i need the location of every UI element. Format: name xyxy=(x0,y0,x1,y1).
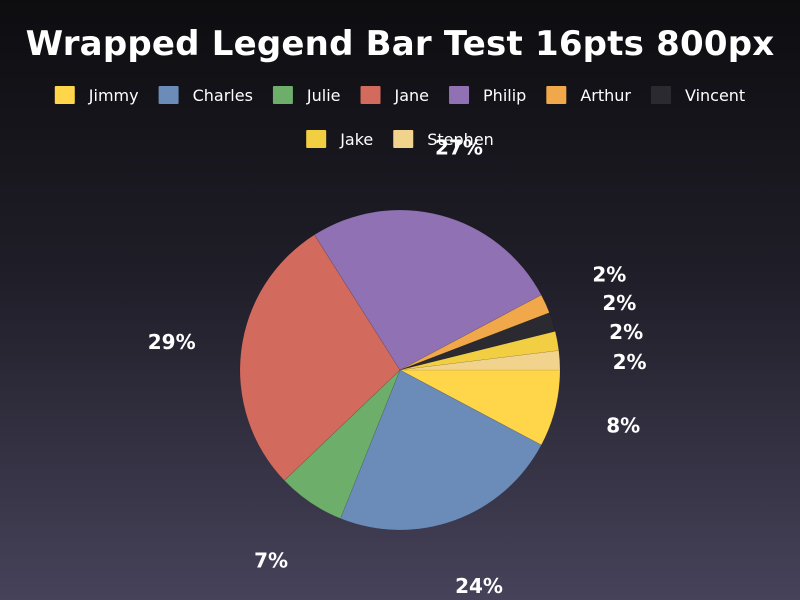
pie-label-jake: 2% xyxy=(609,320,643,344)
legend-item-jane: Jane xyxy=(360,86,430,105)
legend-item-arthur: Arthur xyxy=(546,86,631,105)
legend-swatch xyxy=(360,86,381,104)
legend-swatch xyxy=(306,130,327,148)
pie-slice-stephen xyxy=(399,350,561,371)
legend-swatch xyxy=(272,86,293,104)
pie-slice-julie xyxy=(283,369,401,519)
legend-item-julie: Julie xyxy=(272,86,341,105)
pie-slice-arthur xyxy=(399,294,550,371)
legend-swatch xyxy=(546,86,567,104)
legend-label: Arthur xyxy=(580,86,631,105)
legend: Jimmy Charles Julie Jane Philip Arthur Vincent… xyxy=(54,86,745,149)
legend-label: Charles xyxy=(193,86,253,105)
legend-label: Jane xyxy=(394,86,430,105)
pie-label-vincent: 2% xyxy=(602,291,636,315)
legend-item-vincent: Vincent xyxy=(650,86,745,105)
pie-slices xyxy=(239,209,561,531)
pie-label-charles: 24% xyxy=(455,574,503,598)
legend-item-jimmy: Jimmy xyxy=(54,86,139,105)
legend-item-charles: Charles xyxy=(158,86,253,105)
pie-label-stephen: 2% xyxy=(613,350,647,374)
legend-swatch xyxy=(54,86,75,104)
legend-swatch xyxy=(449,86,470,104)
legend-label: Stephen xyxy=(427,130,494,149)
pie-labels: 8% 24% 7% 29% 27% 2% 2% 2% 2% xyxy=(148,136,647,598)
legend-item-jake: Jake xyxy=(306,130,373,149)
legend-item-philip: Philip xyxy=(449,86,526,105)
chart-title: Wrapped Legend Bar Test 16pts 800px xyxy=(25,24,775,64)
pie-slice-jake xyxy=(399,330,560,371)
legend-label: Philip xyxy=(483,86,526,105)
legend-swatch xyxy=(393,130,414,148)
legend-swatch xyxy=(650,86,671,104)
legend-label: Julie xyxy=(306,86,341,105)
pie-slice-vincent xyxy=(399,312,556,371)
pie-slice-charles xyxy=(340,369,542,531)
pie-label-jane: 29% xyxy=(148,330,196,354)
pie-label-jimmy: 8% xyxy=(606,414,640,438)
pie-label-arthur: 2% xyxy=(592,263,626,287)
legend-swatch xyxy=(158,86,179,104)
pie-slice-jane xyxy=(239,234,401,481)
pie-label-philip: 27% xyxy=(435,136,483,160)
legend-label: Vincent xyxy=(685,86,745,105)
legend-label: Jake xyxy=(339,130,373,149)
legend-label: Jimmy xyxy=(88,86,139,105)
legend-item-stephen: Stephen xyxy=(393,130,494,149)
pie-label-julie: 7% xyxy=(254,549,288,573)
pie-slice-jimmy xyxy=(399,369,561,446)
pie-slice-philip xyxy=(314,209,542,371)
